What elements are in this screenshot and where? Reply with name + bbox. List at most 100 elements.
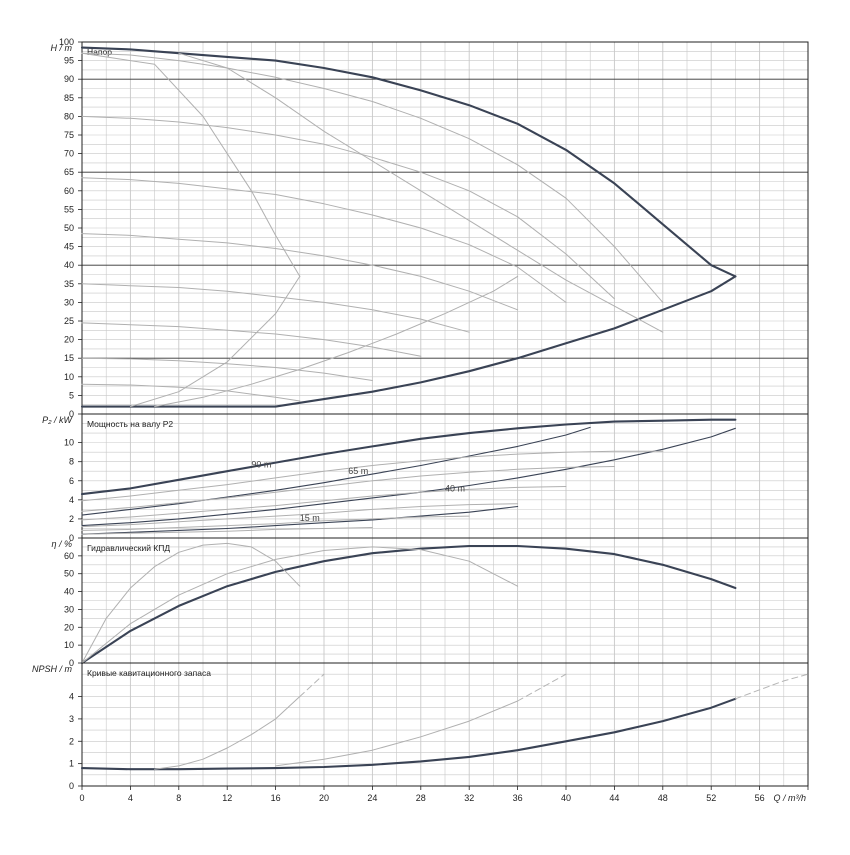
x-tick-label: 0	[79, 793, 84, 803]
series-head-curve	[81, 505, 519, 535]
y-tick-label: 70	[64, 149, 74, 159]
y-tick-label: 40	[64, 260, 74, 270]
y-tick-label: 0	[69, 658, 74, 668]
y-tick-label: 0	[69, 533, 74, 543]
series-speed-curve	[81, 527, 373, 535]
y-tick-label: 80	[64, 111, 74, 121]
series-speed-curve	[81, 283, 470, 333]
x-tick-label: 28	[416, 793, 426, 803]
y-tick-label: 50	[64, 223, 74, 233]
x-tick-label: 44	[609, 793, 619, 803]
y-tick-label: 85	[64, 93, 74, 103]
series-speed-curve	[81, 322, 422, 357]
y-tick-label: 45	[64, 242, 74, 252]
y-tick-label: 10	[64, 372, 74, 382]
series-speed-dashed	[299, 673, 325, 697]
y-tick-label: 55	[64, 204, 74, 214]
y-tick-label: 90	[64, 74, 74, 84]
y-tick-label: 0	[69, 781, 74, 791]
y-tick-label: 20	[64, 622, 74, 632]
y-tick-label: 1	[69, 759, 74, 769]
series-speed-curve	[81, 115, 615, 300]
curve-label: 15 m	[300, 513, 320, 523]
y-tick-label: 10	[64, 438, 74, 448]
series-speed-curve	[81, 503, 519, 528]
series-speed-curve	[81, 515, 470, 531]
series-speed-curve	[81, 450, 664, 502]
series-iso-line	[178, 52, 664, 333]
y-axis-label: P₂ / kW	[42, 415, 73, 425]
x-tick-label: 12	[222, 793, 232, 803]
y-tick-label: 100	[59, 37, 74, 47]
series-speed-curve	[275, 700, 519, 767]
y-tick-label: 10	[64, 640, 74, 650]
x-tick-label: 8	[176, 793, 181, 803]
y-tick-label: 60	[64, 186, 74, 196]
y-tick-label: 4	[69, 495, 74, 505]
y-tick-label: 20	[64, 335, 74, 345]
x-tick-label: 20	[319, 793, 329, 803]
y-tick-label: 30	[64, 297, 74, 307]
panel-title: Напор	[87, 47, 112, 57]
y-tick-label: 65	[64, 167, 74, 177]
series-envelope-upper	[80, 46, 737, 278]
series-speed-curve	[81, 486, 567, 521]
x-tick-label: 56	[755, 793, 765, 803]
y-axis-label: η / %	[51, 539, 72, 549]
series-iso-line	[81, 52, 301, 277]
y-tick-label: 3	[69, 714, 74, 724]
panel-efficiency: 0 10 20 30 40 50 60 η / % Гидравлический КПД	[51, 537, 809, 668]
y-axis-label: NPSH / m	[32, 664, 73, 674]
x-tick-label: 52	[706, 793, 716, 803]
series-speed-curve	[81, 52, 664, 303]
curve-label: 90 m	[251, 459, 271, 469]
curve-label: 40 m	[445, 483, 465, 493]
series-system-curve	[154, 275, 519, 408]
y-tick-label: 4	[69, 692, 74, 702]
y-tick-label: 0	[69, 409, 74, 419]
series-system-curve	[129, 275, 301, 408]
y-tick-label: 30	[64, 604, 74, 614]
series-speed-dashed	[517, 673, 567, 702]
panel-head: 0 5 10 15 20 25 30 35 40 45 50 55 60 65 70 75 80 85 90 95 10…	[51, 37, 809, 419]
curve-label: 65 m	[348, 466, 368, 476]
series-speed-curve	[81, 233, 519, 311]
series-envelope-lower	[80, 275, 737, 408]
series-speed-curve	[81, 542, 301, 664]
series-head-curve	[81, 426, 591, 516]
panel-frame	[81, 662, 809, 787]
x-tick-label: 40	[561, 793, 571, 803]
panel-power: 0 2 4 6 8 10 P₂ / kW Мощность на валу P2 90 m 65 …	[42, 413, 809, 543]
x-tick-label: 24	[367, 793, 377, 803]
panel-title: Мощность на валу P2	[87, 419, 173, 429]
series-main	[80, 544, 737, 665]
x-tick-label: 16	[271, 793, 281, 803]
y-tick-label: 50	[64, 569, 74, 579]
y-tick-label: 6	[69, 476, 74, 486]
series-envelope	[80, 418, 737, 496]
series-speed-curve	[81, 546, 519, 664]
y-tick-label: 15	[64, 353, 74, 363]
panel-title: Гидравлический КПД	[87, 543, 170, 553]
series-speed-curve	[81, 383, 301, 402]
x-tick-label: 32	[464, 793, 474, 803]
series-speed-curve	[81, 357, 373, 381]
y-axis-label: H / m	[51, 43, 73, 53]
y-tick-label: 60	[64, 551, 74, 561]
series-main-dashed	[734, 673, 809, 700]
x-tick-label: 48	[658, 793, 668, 803]
x-tick-label: 36	[513, 793, 523, 803]
y-tick-label: 5	[69, 390, 74, 400]
y-tick-label: 35	[64, 279, 74, 289]
series-speed-curve	[154, 696, 301, 770]
series-speed-curve	[81, 466, 615, 512]
y-tick-label: 2	[69, 514, 74, 524]
y-tick-label: 40	[64, 587, 74, 597]
series-speed-curve	[81, 177, 567, 303]
x-tick-label: 4	[128, 793, 133, 803]
y-tick-label: 95	[64, 56, 74, 66]
y-tick-label: 8	[69, 457, 74, 467]
